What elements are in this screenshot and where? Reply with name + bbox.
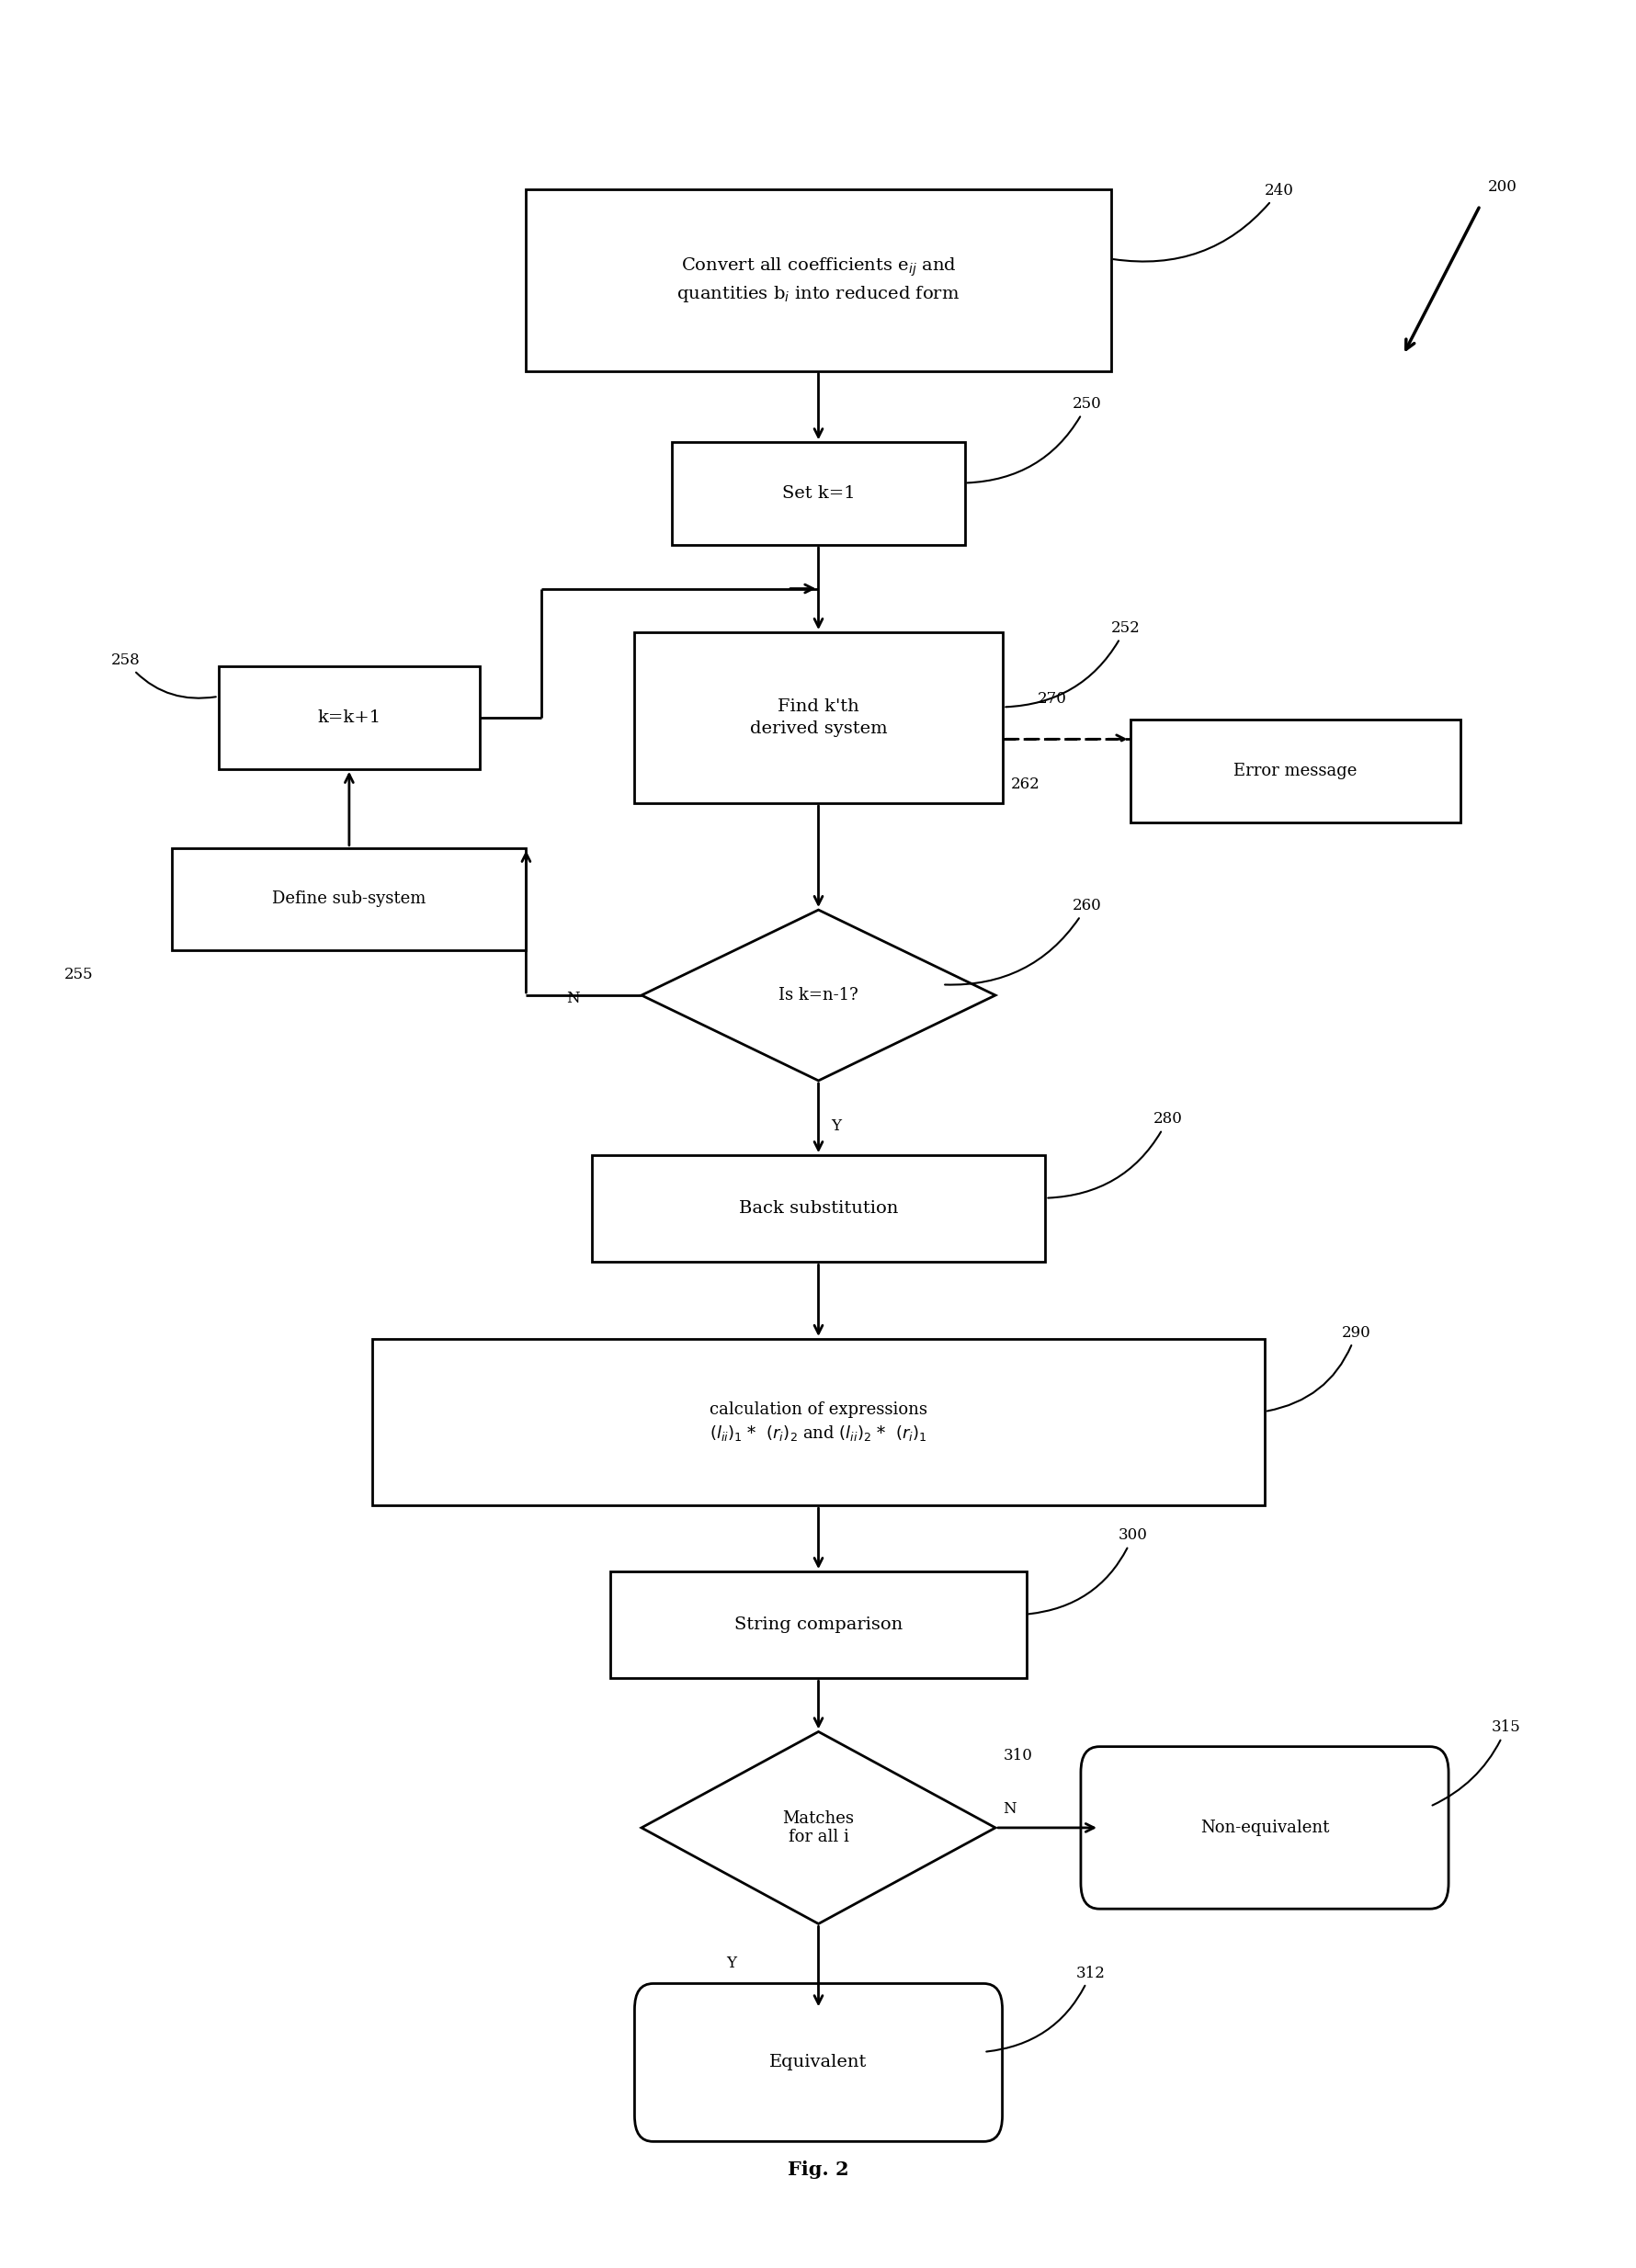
Text: Set k=1: Set k=1 bbox=[782, 485, 854, 501]
Text: Y: Y bbox=[831, 1118, 841, 1134]
Text: 310: 310 bbox=[1003, 1749, 1032, 1765]
Text: Back substitution: Back substitution bbox=[738, 1200, 898, 1218]
Text: Find k'th
derived system: Find k'th derived system bbox=[749, 699, 887, 737]
Text: 252: 252 bbox=[1005, 621, 1139, 708]
Text: 315: 315 bbox=[1432, 1719, 1520, 1805]
Text: 260: 260 bbox=[944, 898, 1101, 984]
Text: 290: 290 bbox=[1266, 1325, 1369, 1411]
Text: Y: Y bbox=[726, 1955, 736, 1971]
FancyBboxPatch shape bbox=[610, 1572, 1026, 1678]
Text: 255: 255 bbox=[64, 966, 93, 982]
FancyBboxPatch shape bbox=[371, 1338, 1265, 1506]
Text: 280: 280 bbox=[1047, 1111, 1181, 1198]
Text: N: N bbox=[1003, 1801, 1016, 1817]
FancyBboxPatch shape bbox=[591, 1154, 1045, 1261]
Text: Convert all coefficients e$_{ij}$ and
quantities b$_{i}$ into reduced form: Convert all coefficients e$_{ij}$ and qu… bbox=[676, 256, 960, 304]
FancyBboxPatch shape bbox=[635, 1984, 1001, 2141]
Text: Fig. 2: Fig. 2 bbox=[787, 2159, 849, 2180]
FancyBboxPatch shape bbox=[172, 848, 525, 950]
FancyBboxPatch shape bbox=[525, 191, 1111, 372]
FancyBboxPatch shape bbox=[672, 442, 964, 544]
Text: Define sub-system: Define sub-system bbox=[272, 891, 425, 907]
Text: 270: 270 bbox=[1037, 692, 1067, 708]
Text: 240: 240 bbox=[1112, 184, 1292, 261]
Text: Non-equivalent: Non-equivalent bbox=[1199, 1819, 1328, 1837]
FancyBboxPatch shape bbox=[1080, 1746, 1448, 1910]
FancyBboxPatch shape bbox=[218, 667, 479, 769]
Text: Equivalent: Equivalent bbox=[769, 2055, 867, 2071]
FancyBboxPatch shape bbox=[1129, 719, 1459, 823]
Text: 262: 262 bbox=[1011, 778, 1039, 792]
Text: Error message: Error message bbox=[1234, 762, 1356, 780]
Text: k=k+1: k=k+1 bbox=[317, 710, 381, 726]
Text: N: N bbox=[566, 991, 579, 1007]
Text: 250: 250 bbox=[967, 397, 1101, 483]
Text: String comparison: String comparison bbox=[735, 1617, 901, 1633]
Polygon shape bbox=[641, 909, 995, 1080]
Polygon shape bbox=[641, 1733, 995, 1923]
Text: 200: 200 bbox=[1487, 179, 1517, 195]
Text: 312: 312 bbox=[987, 1964, 1104, 2053]
FancyBboxPatch shape bbox=[633, 633, 1003, 803]
Text: 300: 300 bbox=[1027, 1529, 1147, 1615]
Text: Is k=n-1?: Is k=n-1? bbox=[779, 987, 857, 1002]
Text: 258: 258 bbox=[111, 653, 216, 699]
Text: Matches
for all i: Matches for all i bbox=[782, 1810, 854, 1846]
Text: calculation of expressions
$(l_{ii})_1$ *  $(r_i)_2$ and $(l_{ii})_2$ *  $(r_i)_: calculation of expressions $(l_{ii})_1$ … bbox=[708, 1402, 928, 1442]
